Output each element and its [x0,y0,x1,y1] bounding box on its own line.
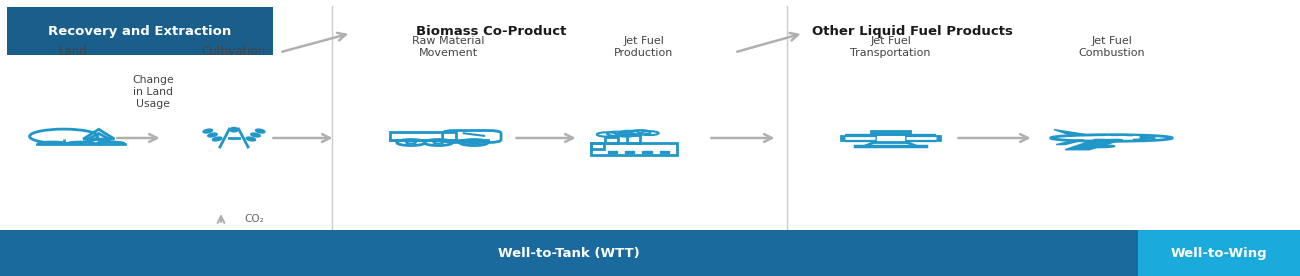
Text: Well-to-Tank (WTT): Well-to-Tank (WTT) [498,247,640,260]
FancyBboxPatch shape [0,230,1138,276]
Bar [659,151,670,153]
FancyBboxPatch shape [841,136,848,140]
Polygon shape [1134,135,1156,141]
FancyBboxPatch shape [933,136,940,140]
Text: Raw Material
Movement: Raw Material Movement [412,36,485,58]
Text: CO₂: CO₂ [244,214,264,224]
Circle shape [1105,137,1112,138]
Bar [642,151,651,153]
Ellipse shape [230,128,238,132]
Ellipse shape [203,129,212,133]
Bar [625,151,634,153]
Ellipse shape [208,133,217,137]
FancyBboxPatch shape [6,7,273,55]
Circle shape [1119,137,1126,138]
Ellipse shape [251,133,260,137]
Text: Jet Fuel
Transportation: Jet Fuel Transportation [850,36,931,58]
Ellipse shape [256,129,265,133]
Text: Jet Fuel
Production: Jet Fuel Production [614,36,673,58]
Text: Well-to-Wing: Well-to-Wing [1170,247,1268,260]
Text: Other Liquid Fuel Products: Other Liquid Fuel Products [812,25,1014,38]
Text: Biomass Co-Product: Biomass Co-Product [416,25,567,38]
Text: Land: Land [58,45,87,58]
Text: Recovery and Extraction: Recovery and Extraction [48,25,231,38]
Ellipse shape [1082,145,1115,148]
Polygon shape [1054,129,1087,135]
Text: Cultivation: Cultivation [202,45,266,58]
FancyBboxPatch shape [871,131,910,134]
Bar [608,151,618,153]
FancyBboxPatch shape [1138,230,1300,276]
Polygon shape [1065,139,1122,150]
Ellipse shape [212,137,222,141]
Polygon shape [1056,140,1084,145]
Text: Jet Fuel
Combustion: Jet Fuel Combustion [1078,36,1145,58]
Ellipse shape [246,137,256,141]
Text: Change
in Land
Usage: Change in Land Usage [133,75,174,109]
Circle shape [1132,137,1139,138]
